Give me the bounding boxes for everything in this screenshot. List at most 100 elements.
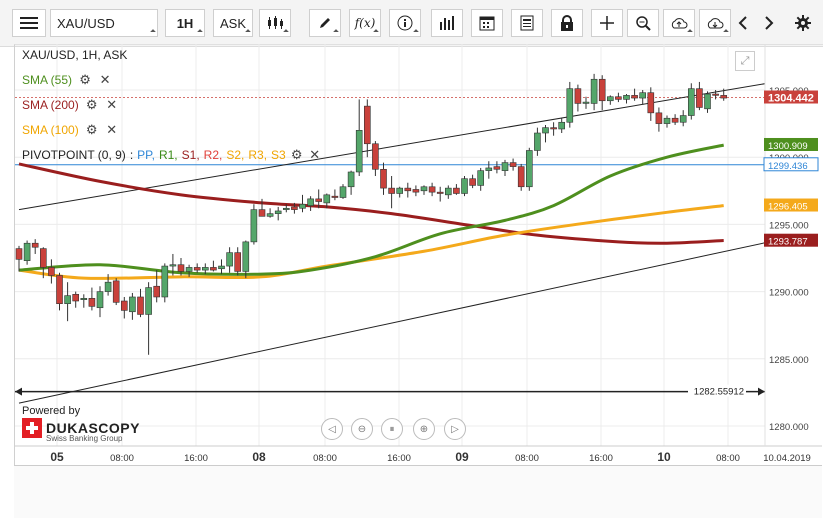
candle-body xyxy=(582,101,590,104)
candle-body xyxy=(258,209,266,217)
candle-body xyxy=(517,166,525,188)
horizontal-line-label: 1282.55912 xyxy=(694,387,744,398)
candle xyxy=(210,260,217,272)
candle-body xyxy=(655,112,663,124)
volume-button[interactable] xyxy=(431,9,463,37)
candle-body xyxy=(501,162,509,171)
x-tick-label: 16:00 xyxy=(184,453,208,464)
timeframe-select[interactable]: 1H xyxy=(165,9,205,37)
menu-button[interactable] xyxy=(12,9,46,37)
candle xyxy=(380,162,387,195)
candle-body xyxy=(96,291,104,309)
candle-body xyxy=(566,88,574,123)
nav-zoom-in-button[interactable]: ⊕ xyxy=(413,418,435,440)
candle xyxy=(161,263,169,303)
indicators-button[interactable]: f(x) xyxy=(349,9,381,37)
zoom-button[interactable] xyxy=(627,9,659,37)
channel-lower-line xyxy=(18,242,765,404)
candle-body xyxy=(534,132,541,151)
plot-layer xyxy=(15,44,765,446)
candle xyxy=(647,87,655,121)
candle xyxy=(250,204,258,245)
close-icon[interactable]: ✕ xyxy=(106,97,118,112)
candle-body xyxy=(339,186,347,198)
arrow-left-icon xyxy=(15,387,22,396)
candle xyxy=(477,167,485,191)
expand-icon[interactable]: ⤢ xyxy=(735,51,755,71)
candle xyxy=(404,182,412,198)
close-icon[interactable]: ✕ xyxy=(106,122,118,137)
candle xyxy=(64,282,71,322)
candle xyxy=(48,259,55,284)
candle xyxy=(96,286,104,318)
legend-sma55-label: SMA (55) xyxy=(22,73,73,87)
scroll-left-button[interactable] xyxy=(733,9,753,37)
candle xyxy=(234,247,241,276)
price-label: 1300.909 xyxy=(764,137,818,152)
candle-body xyxy=(104,281,112,292)
info-button[interactable] xyxy=(389,9,421,37)
lock-button[interactable] xyxy=(551,9,583,37)
chart-type-button[interactable] xyxy=(259,9,291,37)
nav-zoom-out-button[interactable]: ⊖ xyxy=(351,418,373,440)
candle-body xyxy=(404,187,412,192)
candle-body xyxy=(558,121,566,130)
calendar-button[interactable] xyxy=(471,9,503,37)
candles-icon xyxy=(268,16,283,29)
gear-icon[interactable]: ⚙ xyxy=(85,97,98,112)
settings-button[interactable] xyxy=(791,9,815,37)
gear-icon[interactable]: ⚙ xyxy=(79,72,91,87)
candle xyxy=(193,263,201,273)
candle-body xyxy=(72,293,79,302)
legend-pivot: PIVOTPOINT (0, 9) : PP, R1, S1, R2, S2, … xyxy=(22,147,321,162)
nav-start-button[interactable]: ◁ xyxy=(321,418,343,440)
candle-body xyxy=(202,267,209,271)
candle xyxy=(153,270,160,303)
news-button[interactable] xyxy=(511,9,543,37)
nav-end-button[interactable]: ▷ xyxy=(444,418,466,440)
x-tick-label: 08:00 xyxy=(716,453,740,464)
candle xyxy=(606,95,614,105)
candle xyxy=(453,184,460,195)
scroll-right-button[interactable] xyxy=(759,9,779,37)
candle-body xyxy=(720,95,728,99)
price-label-text: 1300.909 xyxy=(768,141,808,152)
side-select[interactable]: ASK xyxy=(213,9,253,37)
dukascopy-logo: DUKASCOPY Swiss Banking Group xyxy=(22,418,140,443)
candle-body xyxy=(461,178,468,194)
candle xyxy=(88,287,96,311)
candle-body xyxy=(712,93,719,96)
y-tick-label: 1295.000 xyxy=(769,220,809,231)
candle xyxy=(372,141,379,177)
candle-body xyxy=(380,168,387,189)
gear-icon[interactable]: ⚙ xyxy=(290,147,303,162)
crosshair-button[interactable] xyxy=(591,9,623,37)
candle-body xyxy=(542,127,549,134)
price-label-bg xyxy=(763,157,819,172)
candle xyxy=(331,189,339,201)
y-tick-label: 1285.000 xyxy=(769,355,809,366)
instrument-select[interactable]: XAU/USD xyxy=(50,9,158,37)
chart-area[interactable] xyxy=(14,44,823,465)
close-icon[interactable]: ✕ xyxy=(99,72,111,87)
chart-navigator[interactable] xyxy=(14,465,822,518)
legend-sma200: SMA (200) ⚙ ✕ xyxy=(22,97,119,113)
candle xyxy=(428,182,436,197)
price-label-text: 1296.405 xyxy=(768,202,808,213)
candle-body xyxy=(15,248,23,260)
upload-button[interactable] xyxy=(663,9,695,37)
candle-body xyxy=(436,191,444,194)
candle-body xyxy=(210,267,217,271)
gear-icon[interactable]: ⚙ xyxy=(85,122,98,137)
candle-body xyxy=(129,296,136,313)
download-button[interactable] xyxy=(699,9,731,37)
close-icon[interactable]: ✕ xyxy=(309,147,321,162)
nav-pause-button[interactable]: ⏸ xyxy=(381,418,403,440)
candle-body xyxy=(639,92,647,99)
candle xyxy=(574,84,582,112)
candle xyxy=(339,184,347,199)
price-label: 1293.787 xyxy=(764,233,818,248)
candle xyxy=(226,247,233,273)
candle xyxy=(315,189,323,209)
draw-tools-button[interactable] xyxy=(309,9,341,37)
